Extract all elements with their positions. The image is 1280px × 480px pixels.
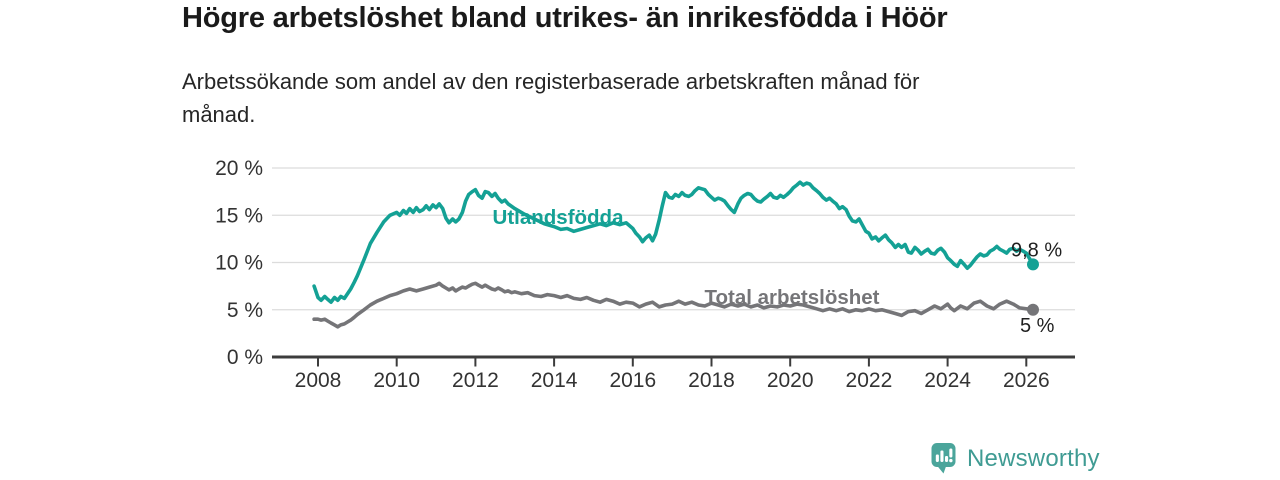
series-end-value-label: 5 %: [1020, 315, 1055, 337]
brand-footer: Newsworthy: [931, 443, 1100, 474]
series-label: Total arbetslöshet: [704, 286, 879, 309]
chart-subtitle: Arbetssökande som andel av den registerb…: [182, 69, 920, 127]
series-end-dot: [1026, 303, 1039, 316]
x-axis-tick-label: 2012: [452, 369, 499, 392]
y-axis-tick-label: 5 %: [227, 299, 263, 322]
y-axis-tick-label: 20 %: [215, 157, 263, 180]
series-line-utlandsfodda: [312, 180, 1035, 305]
x-axis-tick-label: 2016: [609, 369, 656, 392]
series-label: Utlandsfödda: [493, 206, 625, 229]
series-line-total: [312, 281, 1035, 329]
brand-name: Newsworthy: [967, 444, 1100, 472]
series-end-dot: [1026, 258, 1039, 271]
x-axis-tick-label: 2020: [767, 369, 814, 392]
newsworthy-logo-icon: [931, 443, 956, 474]
x-axis-tick-label: 2018: [688, 369, 735, 392]
y-axis-tick-label: 10 %: [215, 252, 263, 275]
page-title: Högre arbetslöshet bland utrikes- än inr…: [182, 2, 948, 34]
y-axis-tick-label: 0 %: [227, 346, 263, 369]
x-axis-tick-label: 2022: [846, 369, 893, 392]
x-axis-tick-label: 2014: [531, 369, 578, 392]
y-axis-tick-label: 15 %: [215, 204, 263, 227]
x-axis-tick-label: 2026: [1003, 369, 1050, 392]
x-axis-tick-label: 2024: [924, 369, 971, 392]
series-end-value-label: 9,8 %: [1011, 239, 1062, 261]
x-axis-tick-label: 2008: [295, 369, 342, 392]
x-axis-tick-label: 2010: [373, 369, 420, 392]
